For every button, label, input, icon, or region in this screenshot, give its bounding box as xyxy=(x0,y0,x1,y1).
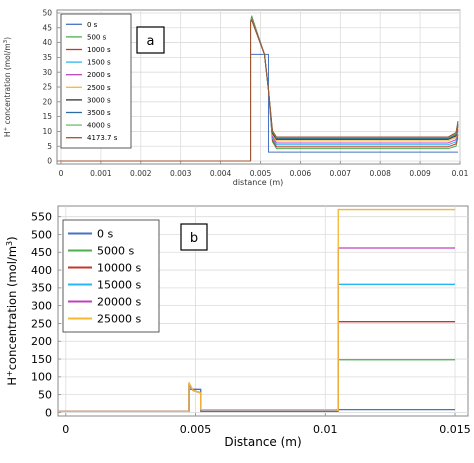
legend-entry: 2000 s xyxy=(87,71,111,79)
legend-entry: 15000 s xyxy=(97,278,141,291)
y-tick-label: 350 xyxy=(31,282,52,295)
legend-entry: 20000 s xyxy=(97,295,141,308)
y-tick-label: 100 xyxy=(31,371,52,384)
legend-entry: 4000 s xyxy=(87,122,111,130)
x-tick-label: 0.001 xyxy=(90,169,112,178)
legend-entry: 4173.7 s xyxy=(87,134,118,142)
panel-b: 0 0.005 0.01 0.015 0 50 100 150 200 250 300 350 400… xyxy=(5,205,471,449)
y-tick-label: 35 xyxy=(42,53,52,62)
y-tick-label: 20 xyxy=(42,97,52,106)
y-tick-label: 40 xyxy=(42,38,52,47)
y-tick-label: 500 xyxy=(31,228,52,241)
y-tick-label: 400 xyxy=(31,264,52,277)
legend-entry: 1500 s xyxy=(87,59,111,67)
y-tick-label: 15 xyxy=(42,112,52,121)
panel-b-legend: 0 s 5000 s 10000 s 15000 s 20000 s 25000 s xyxy=(62,219,160,333)
x-tick-label: 0.004 xyxy=(210,169,232,178)
y-tick-label: 0 xyxy=(45,406,52,419)
legend-box xyxy=(62,219,160,333)
y-tick-label: 550 xyxy=(31,211,52,224)
legend-entry: 0 s xyxy=(97,227,113,240)
x-tick-label: 0 xyxy=(59,169,64,178)
y-tick-label: 30 xyxy=(42,68,52,77)
legend-entry: 10000 s xyxy=(97,261,141,274)
legend-entry: 3000 s xyxy=(87,96,111,104)
x-tick-label: 0.008 xyxy=(369,169,391,178)
panel-b-x-axis-label: Distance (m) xyxy=(224,435,301,449)
panel-a-y-axis-label: H+ concentration (mol/m3) xyxy=(3,37,12,137)
x-tick-label: 0.009 xyxy=(409,169,431,178)
y-tick-label: 200 xyxy=(31,335,52,348)
panel-a-label-box xyxy=(136,26,165,54)
legend-entry: 0 s xyxy=(87,21,98,29)
y-tick-label: 150 xyxy=(31,353,52,366)
panel-a-x-ticks: 0 0.001 0.002 0.003 0.004 0.005 0.006 0.007 0.00… xyxy=(59,161,469,178)
legend-entry: 25000 s xyxy=(97,312,141,325)
panel-a: 0 0.001 0.002 0.003 0.004 0.005 0.006 0.007 0.00… xyxy=(3,9,469,187)
panel-a-label: a xyxy=(147,34,155,49)
legend-entry: 1000 s xyxy=(87,46,111,54)
y-tick-label: 300 xyxy=(31,300,52,313)
x-tick-label: 0.007 xyxy=(330,169,352,178)
x-tick-label: 0.003 xyxy=(170,169,192,178)
legend-entry: 500 s xyxy=(87,33,107,41)
legend-entry: 2500 s xyxy=(87,84,111,92)
y-tick-label: 250 xyxy=(31,317,52,330)
y-tick-label: 50 xyxy=(42,9,52,18)
panel-b-x-ticks: 0 0.005 0.01 0.015 xyxy=(62,413,471,436)
x-tick-label: 0.01 xyxy=(452,169,469,178)
x-tick-label: 0.005 xyxy=(250,169,272,178)
panel-a-y-ticks: 0 5 10 15 20 25 30 35 40 45 50 xyxy=(42,9,60,166)
y-tick-label: 45 xyxy=(42,23,52,32)
panel-b-label: b xyxy=(190,231,198,246)
y-tick-label: 50 xyxy=(38,388,52,401)
x-tick-label: 0.01 xyxy=(313,423,338,436)
y-tick-label: 0 xyxy=(47,157,52,166)
x-tick-label: 0.015 xyxy=(439,423,471,436)
series-line-4173-7-s xyxy=(57,19,459,162)
y-tick-label: 450 xyxy=(31,246,52,259)
panel-a-x-axis-label: distance (m) xyxy=(233,178,283,187)
legend-entry: 5000 s xyxy=(97,244,134,257)
panel-b-label-box xyxy=(180,223,208,251)
panel-b-y-axis-label: H+concentration (mol/m3) xyxy=(5,236,20,385)
y-tick-label: 5 xyxy=(47,142,52,151)
series-line-25000-s xyxy=(58,208,456,413)
panel-a-legend: 0 s 500 s 1000 s 1500 s 2000 s 2500 s 3000 s 35… xyxy=(60,13,132,149)
x-tick-label: 0.005 xyxy=(180,423,212,436)
x-tick-label: 0.006 xyxy=(290,169,312,178)
legend-entry: 3500 s xyxy=(87,109,111,117)
y-tick-label: 10 xyxy=(42,127,52,136)
x-tick-label: 0 xyxy=(62,423,69,436)
panel-b-series xyxy=(58,208,456,413)
panel-a-series xyxy=(57,15,459,162)
y-tick-label: 25 xyxy=(42,83,52,92)
panel-b-y-ticks: 0 50 100 150 200 250 300 350 400 450 500 550 xyxy=(31,211,61,419)
x-tick-label: 0.002 xyxy=(130,169,152,178)
